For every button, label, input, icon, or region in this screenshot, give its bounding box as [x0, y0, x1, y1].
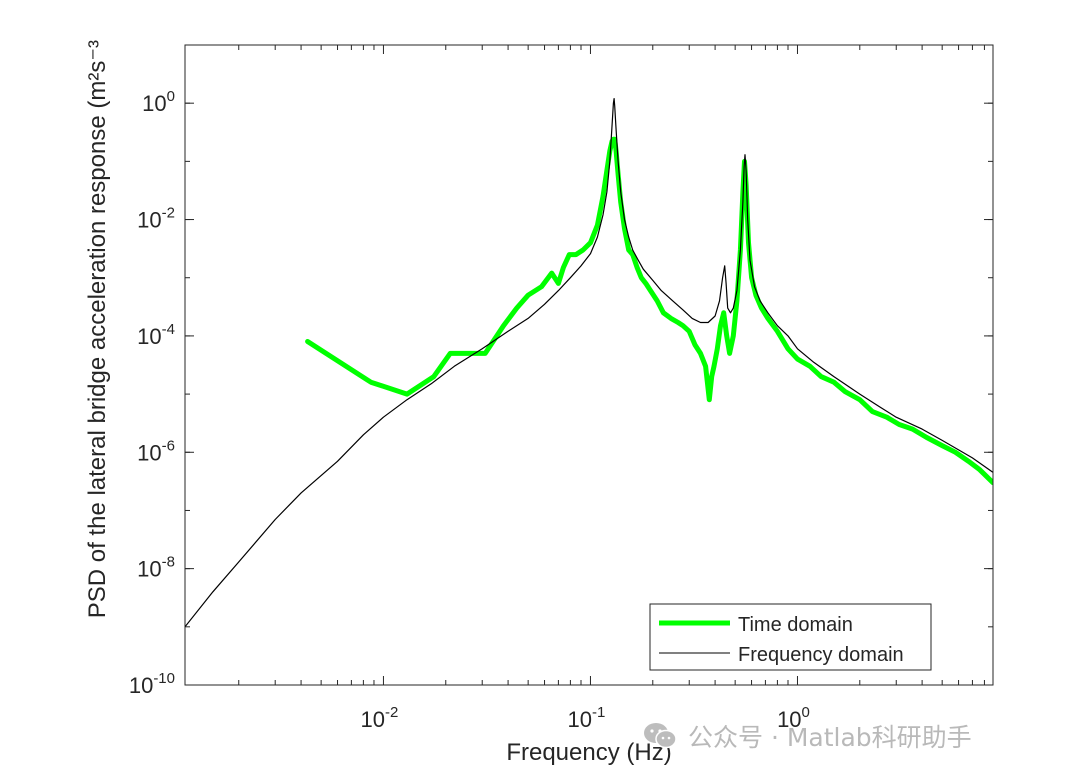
y-tick-label: 10-10	[129, 670, 175, 698]
minor-ticks	[185, 44, 993, 686]
watermark-text: 公众号 · Matlab科研助手	[688, 723, 972, 752]
wechat-icon	[644, 723, 677, 749]
x-tick-label: 10-2	[361, 704, 399, 732]
x-axis-label: Frequency (Hz)	[506, 739, 671, 766]
x-tick-label: 10-1	[568, 704, 606, 732]
y-tick-label: 10-4	[137, 321, 175, 349]
legend-label-frequency-domain: Frequency domain	[738, 644, 904, 666]
y-tick-label: 10-6	[137, 437, 175, 465]
legend-label-time-domain: Time domain	[738, 614, 853, 636]
x-tick-label: 100	[777, 704, 810, 732]
series-layer	[185, 97, 993, 628]
y-tick-label: 100	[142, 88, 175, 116]
y-axis-label: PSD of the lateral bridge acceleration r…	[84, 40, 111, 618]
series-line-frequency-domain	[185, 97, 993, 628]
major-ticks	[185, 45, 993, 686]
y-tick-label: 10-2	[137, 205, 175, 233]
y-tick-label: 10-8	[137, 554, 175, 582]
legend-box	[649, 603, 932, 671]
series-line-time-domain	[305, 136, 993, 486]
watermark: 公众号 · Matlab科研助手	[642, 716, 1052, 756]
legend: Time domain Frequency domain	[649, 603, 932, 671]
plot-frame	[184, 44, 994, 686]
tick-labels: 10-2 10-1 100 100 10-2 10-4 10-6 10-8 10-10	[129, 88, 810, 732]
